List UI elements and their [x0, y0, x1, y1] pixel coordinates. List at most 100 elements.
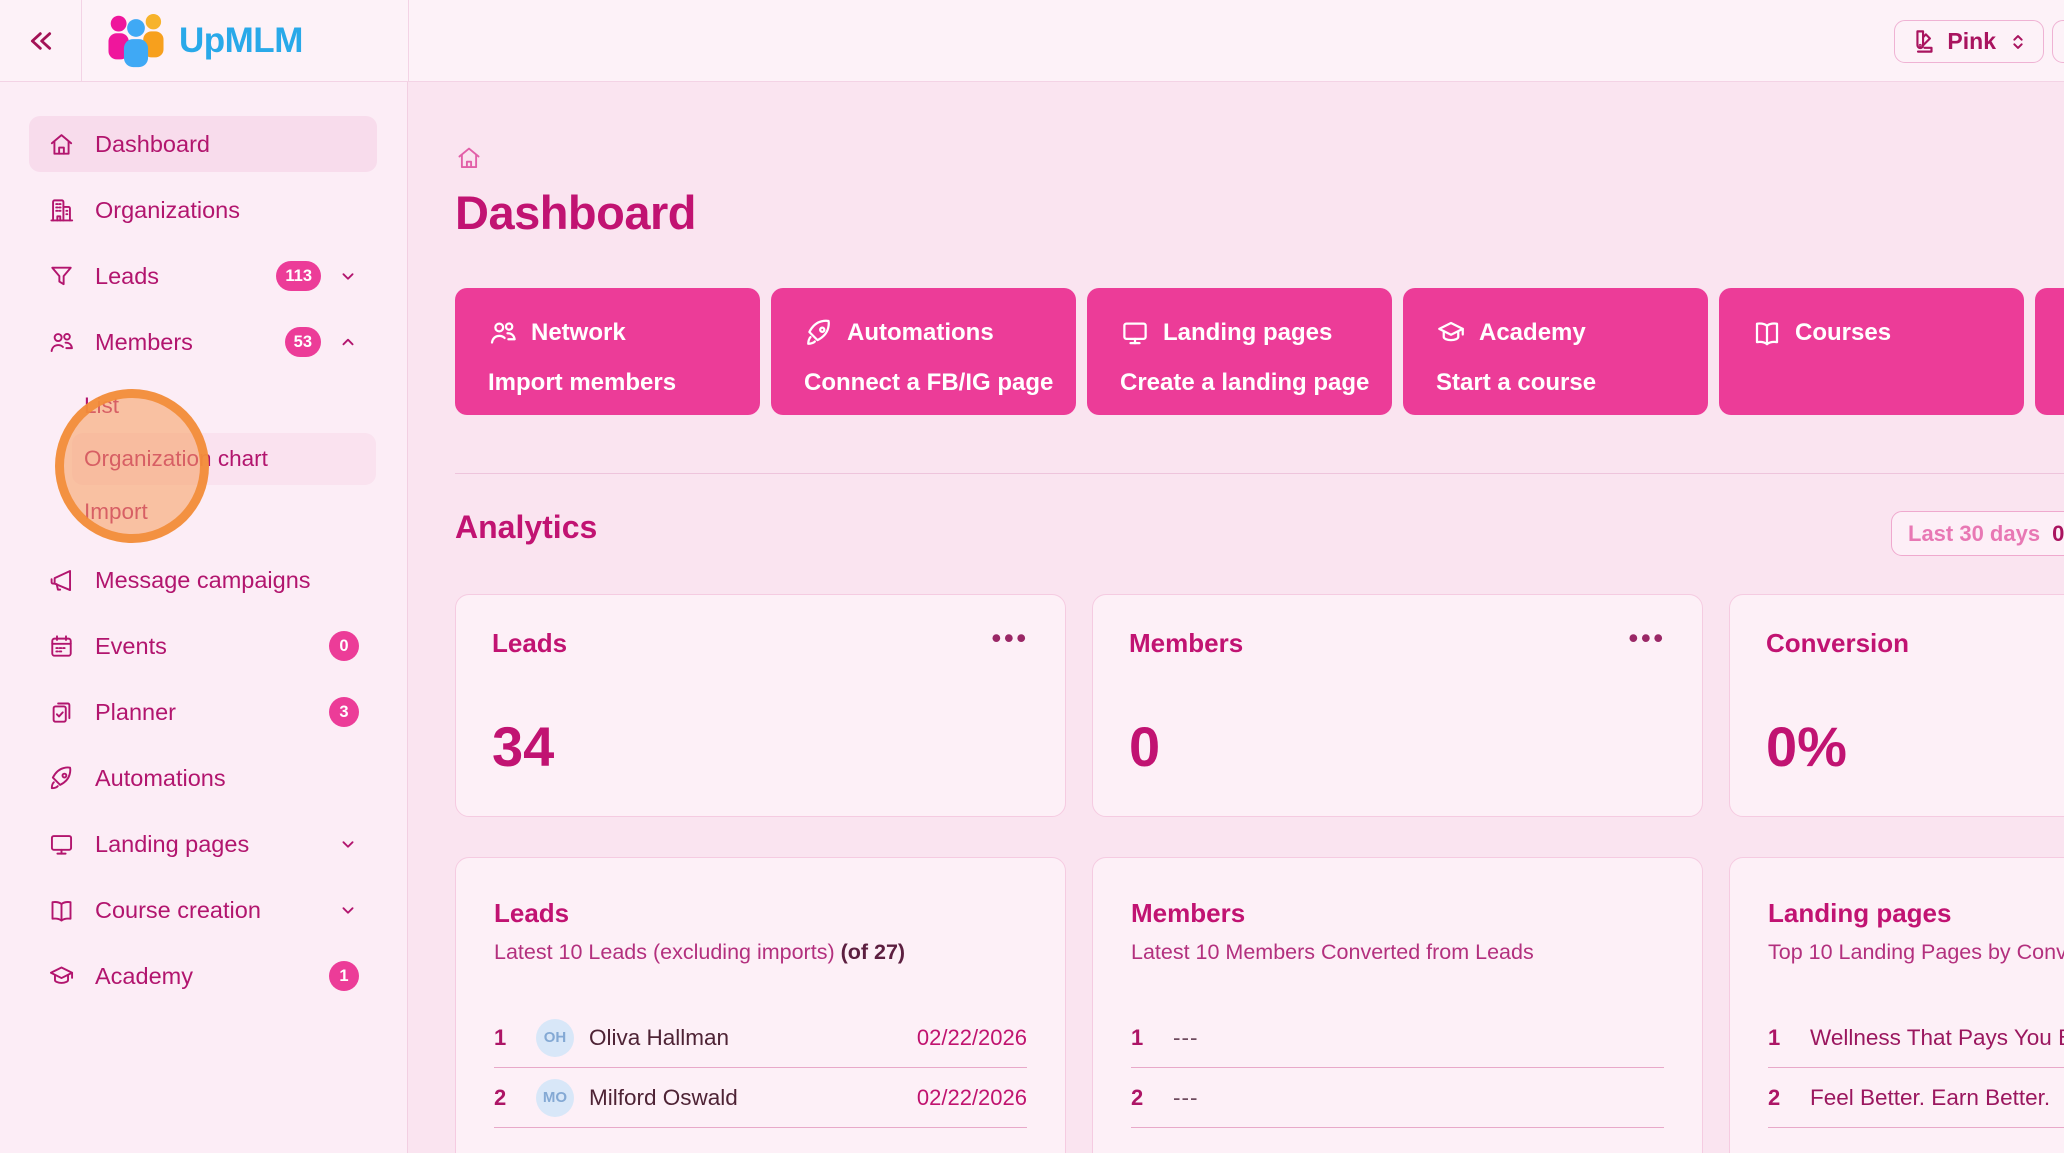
palette-icon [1909, 28, 1936, 55]
list-row[interactable]: 2 Feel Better. Earn Better. [1768, 1068, 2064, 1128]
building-icon [48, 197, 75, 224]
row-rank: 2 [1131, 1084, 1144, 1110]
people-icon [488, 318, 518, 348]
row-name: --- [1173, 1024, 1199, 1050]
stat-value: 0 [1129, 715, 1161, 778]
collapse-zone [0, 0, 82, 81]
quick-action-subtitle: Connect a FB/IG page [804, 369, 1054, 396]
list-card-members: Members Latest 10 Members Converted from… [1092, 857, 1703, 1153]
sidebar-item-label: Landing pages [95, 830, 250, 857]
sidebar-item-academy[interactable]: Academy 1 [29, 948, 377, 1004]
row-rank: 2 [1768, 1084, 1781, 1110]
top-header: UpMLM Pink [0, 0, 2064, 82]
sidebar-item-label: Events [95, 632, 167, 659]
quick-action-network[interactable]: Network Import members [455, 288, 760, 415]
list-row[interactable]: 1 OH Oliva Hallman 02/22/2026 [494, 1008, 1027, 1068]
stat-title: Leads [492, 628, 568, 658]
chevron-up-icon [337, 331, 359, 353]
submenu-item-list[interactable]: List [84, 393, 120, 418]
sidebar-item-label: Members [95, 328, 193, 355]
ellipsis-menu-icon[interactable]: ••• [991, 623, 1029, 653]
list-row[interactable]: 2 MO Milford Oswald 02/22/2026 [494, 1068, 1027, 1128]
row-name: Wellness That Pays You Back [1810, 1024, 2064, 1050]
chevron-down-icon [337, 833, 359, 855]
quick-action-title: Courses [1795, 319, 1892, 346]
book-icon [1752, 318, 1782, 348]
date-start-value: 01/2 [2052, 520, 2064, 546]
stat-card-members: Members ••• 0 [1092, 594, 1703, 817]
sidebar-item-organizations[interactable]: Organizations [29, 182, 377, 238]
megaphone-icon [48, 567, 75, 594]
partial-header-button[interactable] [2052, 20, 2064, 63]
list-row[interactable]: 1 --- [1131, 1008, 1664, 1068]
quick-action-academy[interactable]: Academy Start a course [1403, 288, 1708, 415]
submenu-item-organization-chart[interactable]: Organization chart [72, 433, 376, 485]
page-title: Dashboard [455, 186, 697, 239]
stats-row: Leads ••• 34 Members ••• 0 Conversion 0% [455, 594, 2064, 817]
upmlm-logo-icon [105, 13, 167, 69]
sidebar-item-leads[interactable]: Leads 113 [29, 248, 377, 304]
stat-title: Members [1129, 628, 1244, 658]
ellipsis-menu-icon[interactable]: ••• [1628, 623, 1666, 653]
row-rank: 1 [494, 1024, 507, 1050]
analytics-header: Analytics Last 30 days 01/2 [455, 501, 2064, 561]
stat-title: Conversion [1766, 628, 1910, 658]
chevron-down-icon [337, 265, 359, 287]
sidebar-item-label: Academy [95, 962, 193, 989]
select-updown-icon [2007, 31, 2029, 53]
list-title: Landing pages [1768, 898, 1952, 928]
stat-card-leads: Leads ••• 34 [455, 594, 1066, 817]
row-rank: 1 [1131, 1024, 1144, 1050]
list-subtitle: Latest 10 Members Converted from Leads [1131, 940, 1534, 964]
theme-select-button[interactable]: Pink [1894, 20, 2044, 63]
breadcrumb-home[interactable] [455, 144, 483, 172]
sidebar-item-message-campaigns[interactable]: Message campaigns [29, 552, 377, 608]
list-row[interactable]: 1 Wellness That Pays You Back [1768, 1008, 2064, 1068]
sidebar-item-members[interactable]: Members 53 [29, 314, 377, 370]
sidebar-item-label: Dashboard [95, 130, 210, 157]
sidebar-item-planner[interactable]: Planner 3 [29, 684, 377, 740]
section-divider [455, 473, 2064, 474]
sidebar-item-label: Leads [95, 262, 160, 289]
funnel-icon [48, 263, 75, 290]
sidebar-item-automations[interactable]: Automations [29, 750, 377, 806]
theme-button-label: Pink [1947, 28, 1996, 54]
list-title: Members [1131, 898, 1246, 928]
members-count-badge: 53 [284, 327, 321, 357]
rocket-icon [48, 765, 75, 792]
avatar: OH [536, 1018, 574, 1057]
list-card-leads: Leads Latest 10 Leads (excluding imports… [455, 857, 1066, 1153]
quick-action-courses[interactable]: Courses [1719, 288, 2024, 415]
sidebar-item-events[interactable]: Events 0 [29, 618, 377, 674]
list-row[interactable]: 2 --- [1131, 1068, 1664, 1128]
book-icon [48, 897, 75, 924]
leads-count-badge: 113 [276, 261, 321, 291]
list-subtitle: Top 10 Landing Pages by Conversion [1768, 940, 2064, 964]
brand-logo[interactable]: UpMLM [82, 0, 409, 81]
row-date: 02/22/2026 [916, 1024, 1027, 1050]
people-icon [48, 329, 75, 356]
quick-action-partial[interactable] [2035, 288, 2064, 415]
submenu-item-import[interactable]: Import [84, 499, 148, 524]
quick-action-automations[interactable]: Automations Connect a FB/IG page [771, 288, 1076, 415]
sidebar-item-course-creation[interactable]: Course creation [29, 882, 377, 938]
avatar: MO [536, 1078, 574, 1117]
quick-action-title: Academy [1479, 319, 1586, 346]
graduation-cap-icon [48, 963, 75, 990]
sidebar-item-dashboard[interactable]: Dashboard [29, 116, 377, 172]
sidebar-collapse-button[interactable] [19, 19, 63, 63]
calendar-icon [48, 633, 75, 660]
double-chevron-left-icon [25, 25, 57, 57]
quick-action-landing-pages[interactable]: Landing pages Create a landing page [1087, 288, 1392, 415]
stat-card-conversion: Conversion 0% [1729, 594, 2064, 817]
list-subtitle: Latest 10 Leads (excluding imports) (of … [494, 940, 906, 964]
main-content: Dashboard Network Import members Automat… [409, 82, 2064, 1153]
date-range-filter[interactable]: Last 30 days 01/2 [1891, 511, 2064, 556]
stat-value: 0% [1766, 715, 1847, 778]
date-preset-label: Last 30 days [1908, 520, 2041, 546]
sidebar-item-landing-pages[interactable]: Landing pages [29, 816, 377, 872]
row-rank: 2 [494, 1084, 507, 1110]
clipboard-check-icon [48, 699, 75, 726]
home-icon [48, 131, 75, 158]
